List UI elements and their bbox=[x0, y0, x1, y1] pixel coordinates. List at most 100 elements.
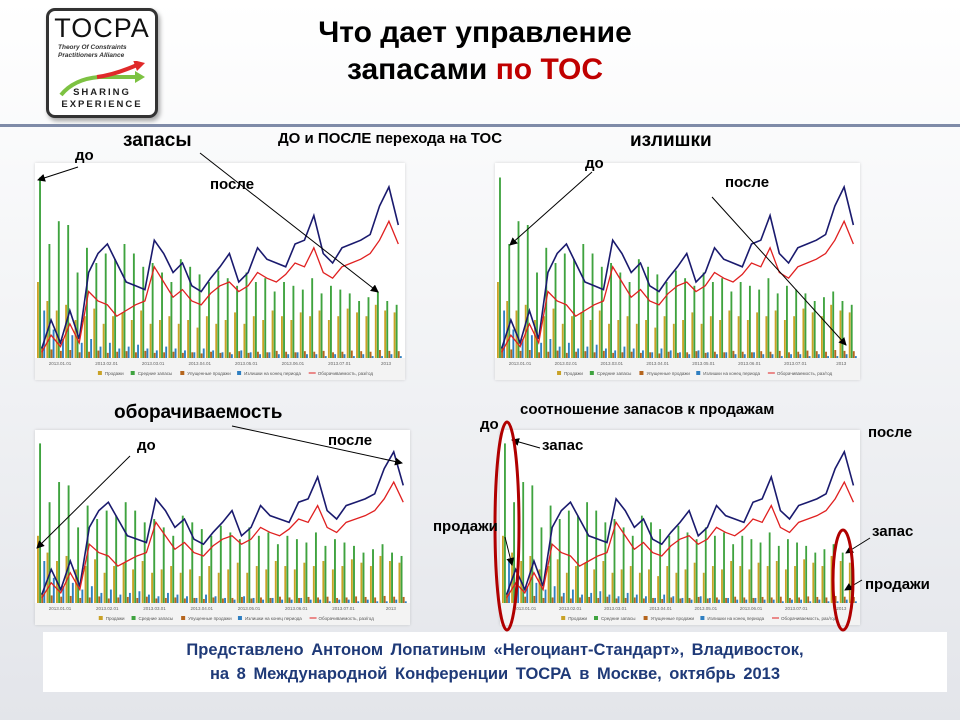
stock-bar bbox=[151, 263, 154, 358]
stock-bar bbox=[264, 278, 267, 358]
stock-bar bbox=[226, 278, 229, 358]
lost-sales-bar bbox=[107, 598, 110, 603]
surplus-bar bbox=[503, 310, 506, 358]
stock-bar bbox=[189, 266, 192, 358]
sales-bar bbox=[346, 308, 349, 358]
stock-bar bbox=[67, 485, 70, 603]
surplus-bar bbox=[176, 594, 179, 603]
lost-sales-bar bbox=[538, 352, 540, 358]
sales-bar bbox=[122, 562, 125, 603]
stock-bar bbox=[850, 555, 853, 603]
stock-bar bbox=[286, 535, 289, 603]
lost-sales-bar bbox=[88, 351, 90, 358]
lost-sales-bar bbox=[322, 350, 325, 358]
lost-sales-bar bbox=[202, 598, 205, 603]
lost-sales-bar bbox=[778, 350, 781, 358]
lost-sales-bar bbox=[145, 596, 148, 603]
legend-label: Продажи bbox=[568, 616, 587, 621]
stock-bar bbox=[814, 552, 817, 603]
sales-bar bbox=[620, 569, 623, 603]
surplus-bar bbox=[654, 597, 656, 603]
sales-bar bbox=[602, 561, 605, 603]
lost-sales-bar bbox=[751, 352, 753, 358]
sales-bar bbox=[598, 310, 601, 358]
turnover-line bbox=[501, 219, 854, 353]
sales-bar bbox=[227, 569, 230, 603]
x-tick-label: 2013.05.01 bbox=[238, 606, 261, 611]
title-divider bbox=[0, 124, 960, 127]
x-tick-label: 2013.03.01 bbox=[142, 361, 165, 366]
sales-bar bbox=[177, 323, 180, 358]
sales-bar bbox=[132, 569, 135, 603]
x-tick-label: 2013.04.01 bbox=[188, 361, 211, 366]
stock-bar bbox=[741, 535, 744, 603]
surplus-bar bbox=[343, 354, 346, 358]
surplus-bar bbox=[535, 582, 538, 603]
stock-bar bbox=[656, 274, 659, 358]
sales-bar bbox=[360, 562, 363, 603]
sales-bar bbox=[322, 561, 325, 603]
surplus-bar bbox=[581, 594, 583, 603]
surplus-bar bbox=[781, 601, 784, 603]
x-tick-label: 2013.02.01 bbox=[555, 361, 578, 366]
sales-bar bbox=[691, 312, 694, 358]
lost-sales-bar bbox=[652, 597, 654, 603]
surplus-bar bbox=[699, 596, 702, 603]
x-tick-label: 2013.01.01 bbox=[49, 606, 72, 611]
x-tick-label: 2013.07.01 bbox=[332, 606, 355, 611]
surplus-bar bbox=[71, 582, 74, 603]
lost-sales-bar bbox=[397, 351, 400, 358]
stock-bar bbox=[229, 532, 232, 603]
logo-tag-1: SHARING bbox=[73, 87, 131, 98]
surplus-bar bbox=[271, 597, 274, 603]
lost-sales-bar bbox=[649, 352, 652, 358]
surplus-bar bbox=[81, 589, 84, 603]
lost-sales-bar bbox=[565, 352, 568, 358]
sales-bar bbox=[657, 576, 660, 603]
stock-bar bbox=[526, 225, 529, 358]
stock-bar bbox=[841, 552, 844, 603]
surplus-bar bbox=[300, 597, 303, 603]
surplus-bar bbox=[614, 350, 617, 358]
stock-bar bbox=[540, 527, 543, 603]
sales-bar bbox=[103, 572, 106, 603]
sales-bar bbox=[290, 320, 293, 358]
surplus-bar bbox=[708, 597, 711, 603]
sales-bar bbox=[739, 566, 742, 603]
x-tick-label: 2013.05.01 bbox=[692, 361, 715, 366]
stock-bar bbox=[257, 535, 260, 603]
lost-sales-bar bbox=[374, 597, 377, 603]
legend-label: Оборачиваемость, раз/год bbox=[781, 616, 837, 621]
stock-bar bbox=[604, 522, 607, 603]
lost-sales-bar bbox=[769, 351, 772, 358]
lost-sales-bar bbox=[761, 596, 764, 603]
sales-bar bbox=[208, 566, 211, 603]
stock-bar bbox=[353, 545, 355, 603]
stock-bar bbox=[767, 278, 770, 358]
lost-sales-bar bbox=[760, 351, 763, 358]
stock-bar bbox=[832, 544, 835, 603]
stock-bar bbox=[124, 502, 127, 603]
surplus-bar bbox=[762, 354, 765, 358]
lost-sales-bar bbox=[825, 351, 827, 358]
turnover-line bbox=[41, 480, 404, 599]
lost-sales-bar bbox=[547, 351, 550, 358]
surplus-bar bbox=[836, 356, 839, 358]
stock-bar bbox=[339, 289, 342, 358]
surplus-bar bbox=[827, 601, 830, 603]
tocpa-logo: TOCPA Theory Of Constraints Practitioners… bbox=[46, 8, 158, 118]
legend-label: Средние запасы bbox=[601, 616, 636, 621]
lost-sales-bar bbox=[174, 597, 177, 603]
lost-sales-bar bbox=[181, 352, 184, 358]
surplus-bar bbox=[174, 348, 177, 358]
sales-bar bbox=[252, 316, 255, 358]
stock-bar bbox=[172, 535, 175, 603]
sales-bar bbox=[151, 572, 154, 603]
lost-sales-bar bbox=[257, 351, 259, 358]
sales-bar bbox=[168, 316, 171, 358]
stock-bar bbox=[563, 253, 566, 358]
lost-sales-bar bbox=[752, 597, 755, 603]
surplus-bar bbox=[623, 346, 626, 358]
surplus-bar bbox=[43, 561, 46, 603]
surplus-bar bbox=[791, 599, 793, 603]
